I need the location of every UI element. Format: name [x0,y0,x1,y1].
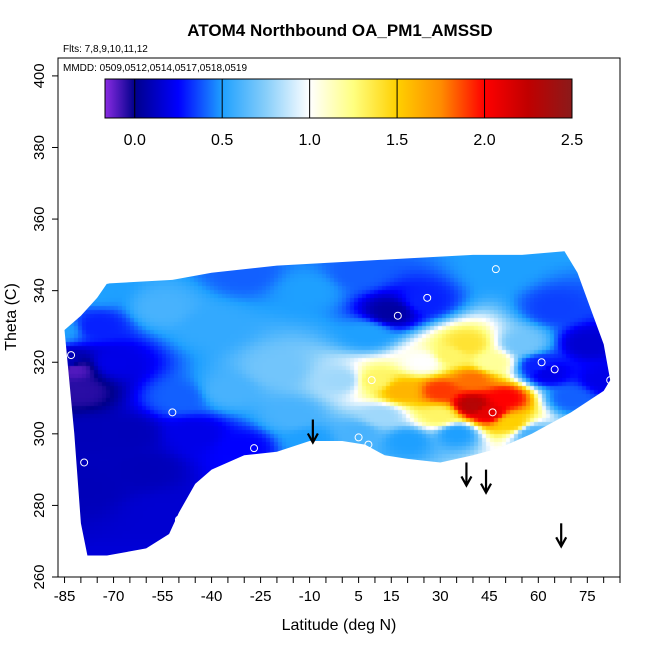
sample-marker [550,365,559,374]
x-tick-label: -70 [103,588,125,605]
sample-marker [354,433,363,442]
sample-marker [537,358,546,367]
y-tick-label: 380 [31,135,48,160]
sample-marker [174,515,183,524]
arrows [306,419,568,549]
sample-markers [54,265,615,524]
x-tick-label: -55 [152,588,174,605]
x-axis-label: Latitude (deg N) [282,617,397,634]
y-tick-label: 320 [31,350,48,375]
x-tick-label: 45 [481,588,498,605]
x-tick-label: 5 [354,588,362,605]
y-tick-label: 360 [31,207,48,232]
sample-marker [250,444,259,453]
sample-marker [103,275,112,284]
colorbar-bar [104,78,573,119]
y-axis: 260 280 300 320 340 360 380 400 [31,63,58,590]
colorbar-tick-label: 0.0 [124,132,146,149]
flights-note: Flts: 7,8,9,10,11,12 [63,44,148,55]
y-tick-label: 260 [31,564,48,589]
x-tick-label: 75 [579,588,596,605]
sample-marker [80,458,89,467]
sample-marker [364,440,373,449]
x-tick-label: 60 [530,588,547,605]
y-axis-label: Theta (C) [3,283,20,351]
plot-frame [57,57,621,578]
x-tick-label: -25 [250,588,272,605]
colorbar-tick-label: 1.5 [386,132,408,149]
x-tick-label: -10 [299,588,321,605]
arrow [306,419,319,445]
arrow [460,462,473,488]
colorbar: 0.0 0.5 1.0 1.5 2.0 2.5 [104,78,583,149]
sample-marker [393,311,402,320]
x-tick-label: -85 [54,588,76,605]
y-tick-label: 300 [31,421,48,446]
y-tick-label: 280 [31,493,48,518]
sample-marker [367,376,376,385]
sample-marker [606,376,615,385]
dates-note: MMDD: 0509,0512,0514,0517,0518,0519 [63,63,247,74]
chart-title: ATOM4 Northbound OA_PM1_AMSSD [187,21,492,40]
sample-marker [488,408,497,417]
arrow [480,469,492,495]
colorbar-tick-label: 1.0 [299,132,321,149]
x-tick-label: 30 [432,588,449,605]
x-tick-label: 15 [383,588,400,605]
colorbar-tick-label: 0.5 [211,132,233,149]
sample-marker [423,293,432,302]
y-tick-label: 400 [31,63,48,88]
colorbar-tick-label: 2.0 [473,132,495,149]
sample-marker [491,265,500,274]
sample-marker [67,351,76,360]
arrow [555,523,568,549]
colorbar-tick-label: 2.5 [561,132,583,149]
x-axis: -85 -70 -55 -40 -25 -10 5 15 30 45 60 75 [54,577,621,605]
y-tick-label: 340 [31,278,48,303]
x-tick-label: -40 [201,588,223,605]
sample-marker [168,408,177,417]
